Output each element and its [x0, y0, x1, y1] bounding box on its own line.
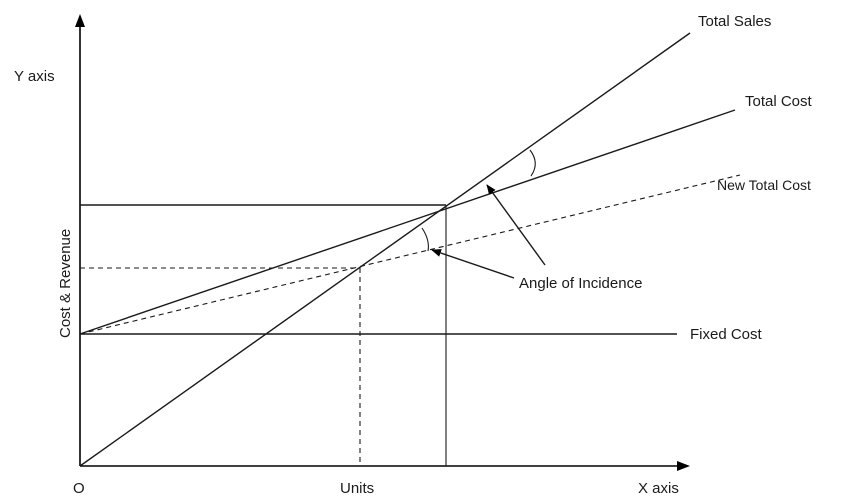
new-total-cost-line [79, 174, 741, 335]
units-label: Units [340, 480, 374, 497]
angle-of-incidence-label: Angle of Incidence [519, 275, 642, 292]
angle-arrow-upper [486, 184, 546, 266]
cost-revenue-label: Cost & Revenue [57, 229, 74, 338]
total-sales-label: Total Sales [698, 13, 771, 30]
x-axis-arrowhead [677, 461, 690, 471]
origin-label: O [73, 480, 85, 497]
y-axis-label: Y axis [14, 68, 55, 85]
y-axis-arrowhead [75, 14, 85, 27]
total-sales-line [79, 32, 691, 467]
fixed-cost-label: Fixed Cost [690, 326, 763, 343]
angle-of-incidence-arc-upper [529, 149, 536, 177]
new-total-cost-label: New Total Cost [717, 177, 811, 193]
angle-of-incidence-arc-lower [421, 227, 429, 252]
total-cost-label: Total Cost [745, 93, 813, 110]
angle-arrow-lower [431, 249, 515, 279]
x-axis-label: X axis [638, 480, 679, 497]
total-cost-line [79, 109, 736, 335]
